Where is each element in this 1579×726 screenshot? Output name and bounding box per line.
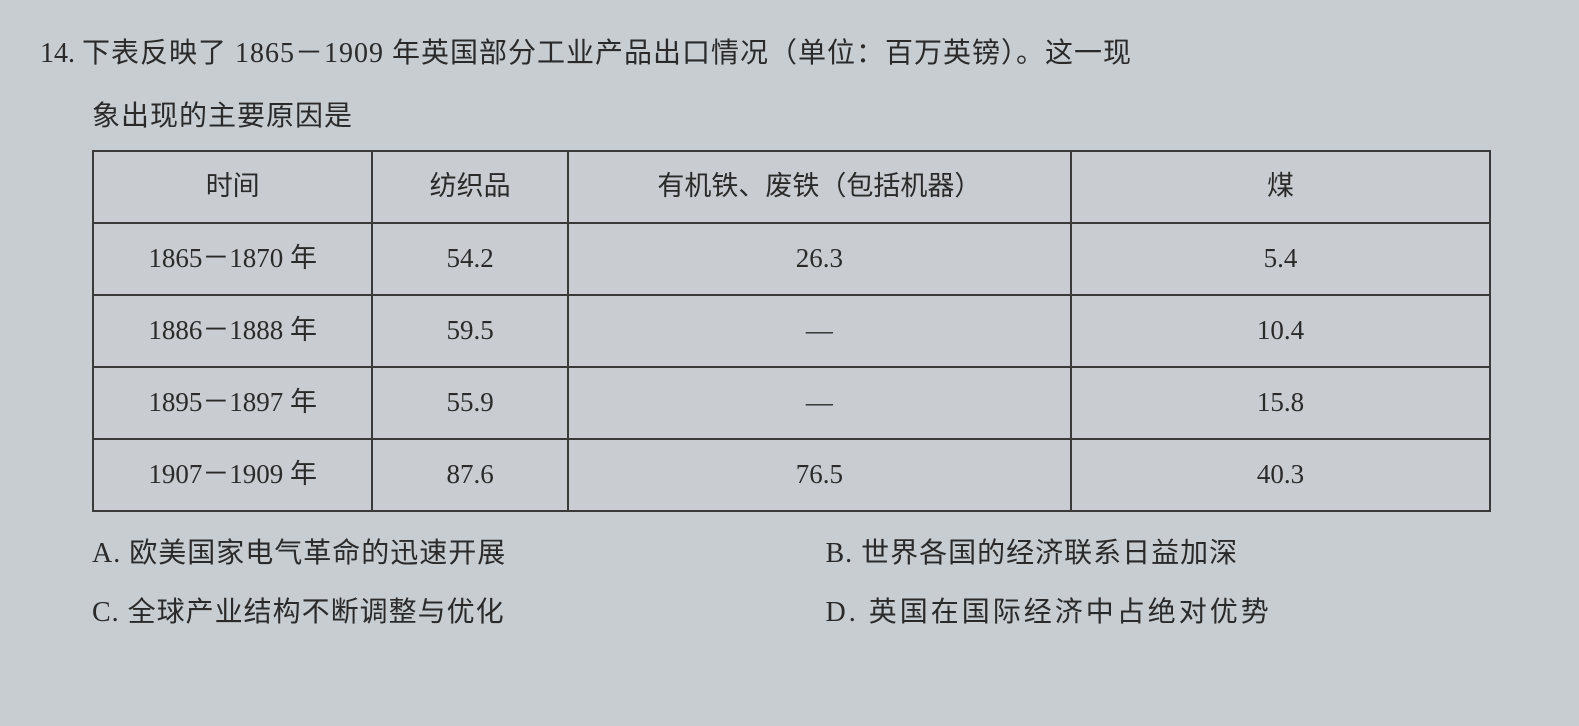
option-c: C. 全球产业结构不断调整与优化: [92, 589, 806, 637]
question-block: 14. 下表反映了 1865－1909 年英国部分工业产品出口情况（单位：百万英…: [40, 30, 1539, 637]
export-data-table: 时间 纺织品 有机铁、废铁（包括机器） 煤 1865－1870 年 54.2 2…: [92, 150, 1491, 511]
option-a: A. 欧美国家电气革命的迅速开展: [92, 530, 806, 578]
cell-coal: 10.4: [1071, 295, 1490, 367]
cell-iron: —: [568, 295, 1071, 367]
cell-iron: 76.5: [568, 439, 1071, 511]
col-header-iron: 有机铁、废铁（包括机器）: [568, 151, 1071, 223]
cell-time: 1865－1870 年: [93, 223, 372, 295]
answer-options: A. 欧美国家电气革命的迅速开展 B. 世界各国的经济联系日益加深 C. 全球产…: [40, 530, 1539, 637]
cell-coal: 40.3: [1071, 439, 1490, 511]
question-stem-line1: 14. 下表反映了 1865－1909 年英国部分工业产品出口情况（单位：百万英…: [40, 30, 1539, 78]
option-b: B. 世界各国的经济联系日益加深: [826, 530, 1540, 578]
cell-time: 1907－1909 年: [93, 439, 372, 511]
table-header-row: 时间 纺织品 有机铁、废铁（包括机器） 煤: [93, 151, 1490, 223]
cell-time: 1895－1897 年: [93, 367, 372, 439]
table-row: 1907－1909 年 87.6 76.5 40.3: [93, 439, 1490, 511]
table-row: 1886－1888 年 59.5 — 10.4: [93, 295, 1490, 367]
cell-coal: 5.4: [1071, 223, 1490, 295]
col-header-textile: 纺织品: [372, 151, 568, 223]
cell-textile: 87.6: [372, 439, 568, 511]
question-number: 14.: [40, 38, 75, 69]
cell-textile: 54.2: [372, 223, 568, 295]
cell-coal: 15.8: [1071, 367, 1490, 439]
col-header-time: 时间: [93, 151, 372, 223]
question-stem-line2: 象出现的主要原因是: [40, 93, 1539, 141]
cell-iron: 26.3: [568, 223, 1071, 295]
col-header-coal: 煤: [1071, 151, 1490, 223]
cell-textile: 55.9: [372, 367, 568, 439]
table-row: 1865－1870 年 54.2 26.3 5.4: [93, 223, 1490, 295]
question-stem-text-1: 下表反映了 1865－1909 年英国部分工业产品出口情况（单位：百万英镑）。这…: [82, 38, 1132, 69]
option-d: D. 英国在国际经济中占绝对优势: [826, 589, 1540, 637]
table-row: 1895－1897 年 55.9 — 15.8: [93, 367, 1490, 439]
cell-iron: —: [568, 367, 1071, 439]
cell-textile: 59.5: [372, 295, 568, 367]
cell-time: 1886－1888 年: [93, 295, 372, 367]
